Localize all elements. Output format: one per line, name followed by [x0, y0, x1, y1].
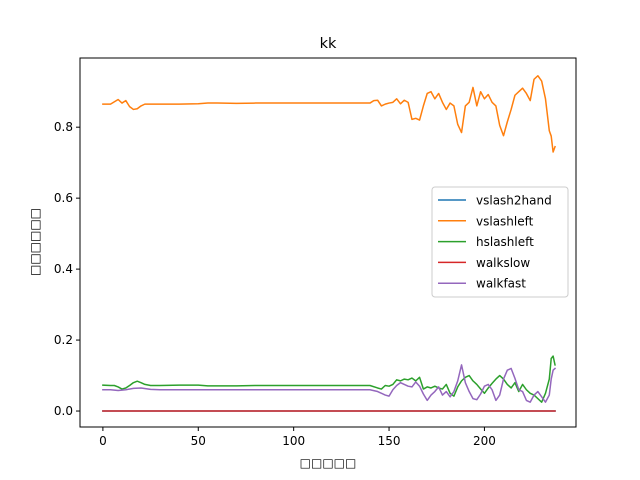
legend-label-walkslow: walkslow — [476, 256, 530, 270]
y-axis-label: □□□□□□ — [28, 208, 42, 276]
plot-area — [102, 74, 557, 412]
series-line-walkfast — [102, 364, 557, 403]
x-tick-label: 200 — [473, 434, 496, 448]
legend-label-vslash2hand: vslash2hand — [476, 194, 552, 208]
legend-label-hslashleft: hslashleft — [476, 235, 534, 249]
y-tick-label: 0.8 — [54, 120, 73, 134]
legend: vslash2hand vslashleft hslashleft walkslow w… — [431, 186, 569, 298]
x-tick-label: 50 — [191, 434, 206, 448]
x-axis-ticks: 0 50 100 150 200 — [99, 427, 496, 448]
legend-box — [431, 186, 569, 298]
series-line-vslashleft — [102, 74, 556, 153]
y-tick-label: 0.2 — [54, 333, 73, 347]
x-axis-label: □□□□□ — [300, 456, 357, 470]
series-group — [102, 74, 557, 412]
x-tick-label: 0 — [99, 434, 107, 448]
y-tick-label: 0.6 — [54, 191, 73, 205]
x-tick-label: 150 — [378, 434, 401, 448]
y-tick-label: 0.0 — [54, 404, 73, 418]
axes-frame — [79, 57, 577, 428]
x-tick-label: 100 — [282, 434, 305, 448]
y-axis-ticks: 0.0 0.2 0.4 0.6 0.8 — [54, 120, 80, 418]
chart-title: kk — [320, 36, 337, 52]
y-tick-label: 0.4 — [54, 262, 73, 276]
series-line-hslashleft — [102, 355, 556, 403]
legend-label-vslashleft: vslashleft — [476, 214, 534, 228]
legend-label-walkfast: walkfast — [476, 277, 526, 291]
